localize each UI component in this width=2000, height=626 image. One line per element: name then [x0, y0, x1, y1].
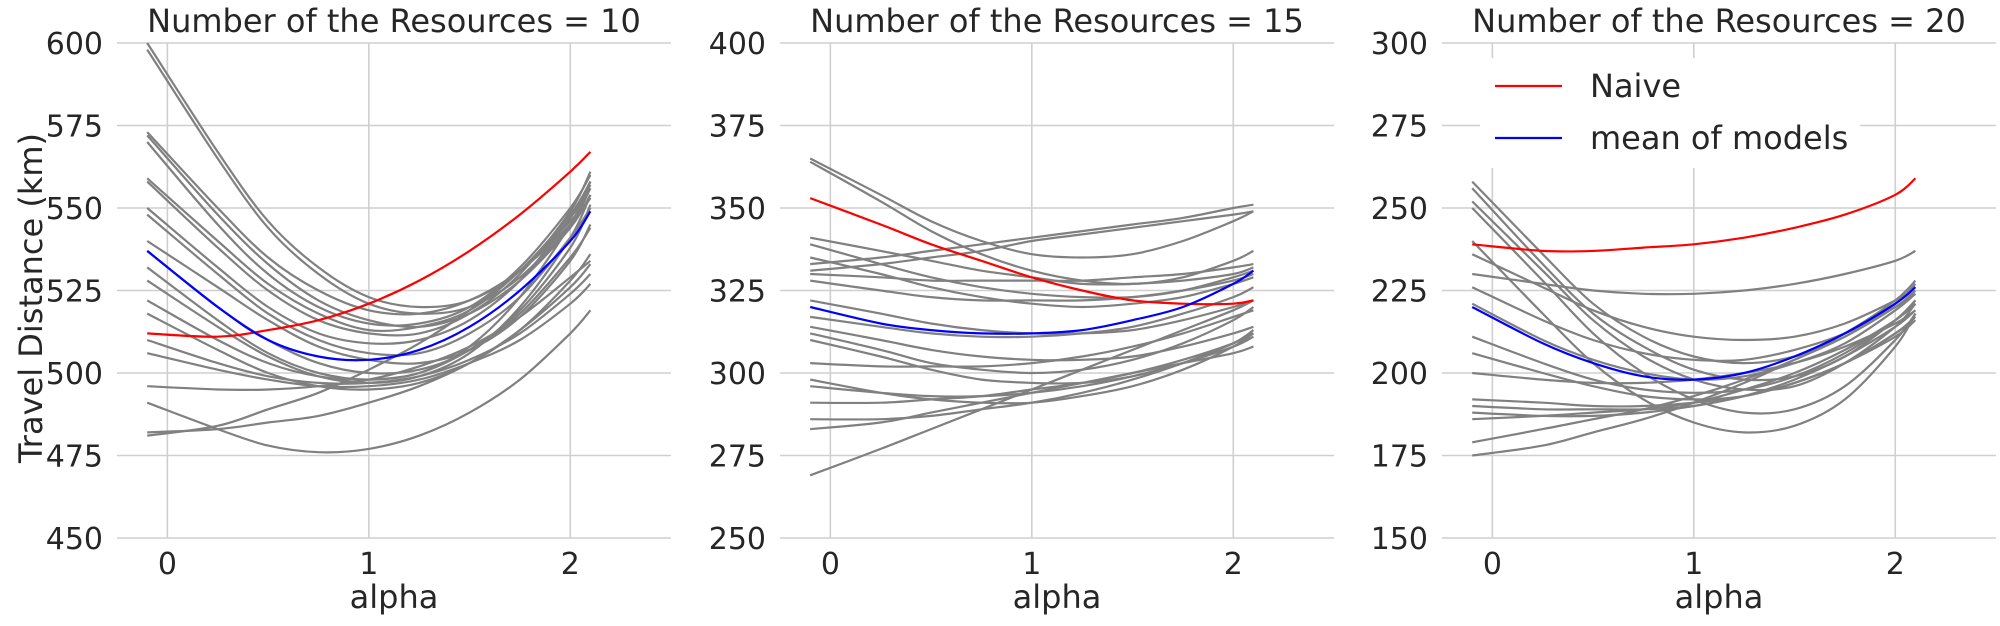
y-tick-label: 250 — [709, 522, 766, 557]
y-tick-label: 600 — [46, 27, 103, 62]
y-tick-label: 150 — [1371, 522, 1428, 557]
legend-label: Naive — [1590, 67, 1681, 105]
model-line — [1471, 286, 1917, 362]
y-tick-label: 200 — [1371, 357, 1428, 392]
y-tick-label: 475 — [46, 440, 103, 475]
model-line — [810, 263, 1254, 282]
mean-line — [146, 210, 592, 362]
mean-line — [809, 269, 1255, 335]
model-line — [809, 243, 1254, 299]
model-line — [809, 299, 1254, 477]
model-line — [146, 253, 592, 391]
y-tick-label: 575 — [46, 110, 103, 145]
legend-box — [1480, 58, 1860, 168]
y-tick-label: 175 — [1371, 440, 1428, 475]
panels: 450 475 500 525 550 575 600 0 1 2 Number of the Re… — [46, 2, 1996, 616]
y-axis-label: Travel Distance (km) — [12, 133, 50, 464]
y-tick-label: 325 — [709, 275, 766, 310]
model-line — [146, 223, 592, 365]
y-tick-label: 300 — [709, 357, 766, 392]
model-line — [147, 259, 592, 392]
panel-1: 450 475 500 525 550 575 600 0 1 2 Number of the Re… — [46, 2, 671, 616]
model-line — [146, 207, 592, 357]
model-line — [1471, 299, 1917, 394]
model-line — [1472, 279, 1917, 457]
y-tick-label: 550 — [46, 192, 103, 227]
x-tick-label: 2 — [1224, 547, 1243, 582]
y-tick-label: 275 — [1371, 110, 1428, 145]
model-line — [146, 227, 592, 381]
model-line — [810, 272, 1254, 302]
model-line — [146, 309, 592, 454]
naive-line — [147, 151, 592, 338]
model-line — [1472, 309, 1917, 418]
model-line — [810, 309, 1254, 368]
y-tick-label: 275 — [709, 440, 766, 475]
model-line — [146, 273, 592, 385]
model-line — [146, 283, 592, 389]
panel-title: Number of the Resources = 15 — [810, 2, 1304, 40]
y-tick-label: 225 — [1371, 275, 1428, 310]
model-line — [810, 210, 1254, 272]
x-axis-label: alpha — [1675, 578, 1764, 616]
model-line — [1472, 319, 1917, 408]
x-tick-label: 0 — [1483, 547, 1502, 582]
model-line — [810, 203, 1254, 266]
y-tick-label: 500 — [46, 357, 103, 392]
model-line — [810, 345, 1254, 431]
model-line — [809, 160, 1254, 286]
model-line — [1472, 249, 1916, 296]
mean-line — [1471, 286, 1917, 381]
naive-line — [809, 197, 1254, 306]
model-line — [146, 134, 592, 329]
x-tick-label: 2 — [561, 547, 580, 582]
y-tick-label: 525 — [46, 275, 103, 310]
panel-2: 250 275 300 325 350 375 400 0 1 2 Number of the Re… — [709, 2, 1334, 616]
legend-label: mean of models — [1590, 119, 1848, 157]
model-line — [146, 141, 592, 327]
x-tick-label: 1 — [359, 547, 378, 582]
model-line — [147, 263, 592, 434]
x-tick-label: 2 — [1886, 547, 1905, 582]
model-line — [1471, 253, 1917, 342]
y-tick-label: 400 — [709, 27, 766, 62]
panel-title: Number of the Resources = 10 — [147, 2, 641, 40]
model-line — [809, 157, 1254, 259]
x-axis-label: alpha — [350, 578, 439, 616]
x-tick-label: 0 — [158, 547, 177, 582]
model-line — [809, 306, 1255, 375]
x-axis-label: alpha — [1013, 578, 1102, 616]
y-tick-label: 375 — [709, 110, 766, 145]
y-tick-label: 300 — [1371, 27, 1428, 62]
model-line — [146, 131, 592, 316]
model-line — [1471, 292, 1917, 381]
model-line — [146, 184, 592, 345]
y-tick-label: 350 — [709, 192, 766, 227]
y-tick-label: 250 — [1371, 192, 1428, 227]
model-line — [146, 171, 592, 337]
x-tick-label: 0 — [821, 547, 840, 582]
model-line — [1472, 302, 1917, 421]
panel-title: Number of the Resources = 20 — [1472, 2, 1966, 40]
naive-line — [1472, 177, 1917, 253]
model-line — [810, 335, 1254, 398]
x-tick-label: 1 — [1684, 547, 1703, 582]
panel-3: 150 175 200 225 250 275 300 0 1 2 Number of the Re… — [1371, 2, 1996, 616]
model-line — [810, 286, 1254, 339]
legend: Naive mean of models — [1480, 58, 1860, 168]
model-line — [810, 332, 1254, 405]
x-tick-label: 1 — [1022, 547, 1041, 582]
y-tick-label: 450 — [46, 522, 103, 557]
model-line — [809, 299, 1254, 335]
model-line — [1471, 187, 1917, 382]
model-line — [1471, 289, 1917, 444]
